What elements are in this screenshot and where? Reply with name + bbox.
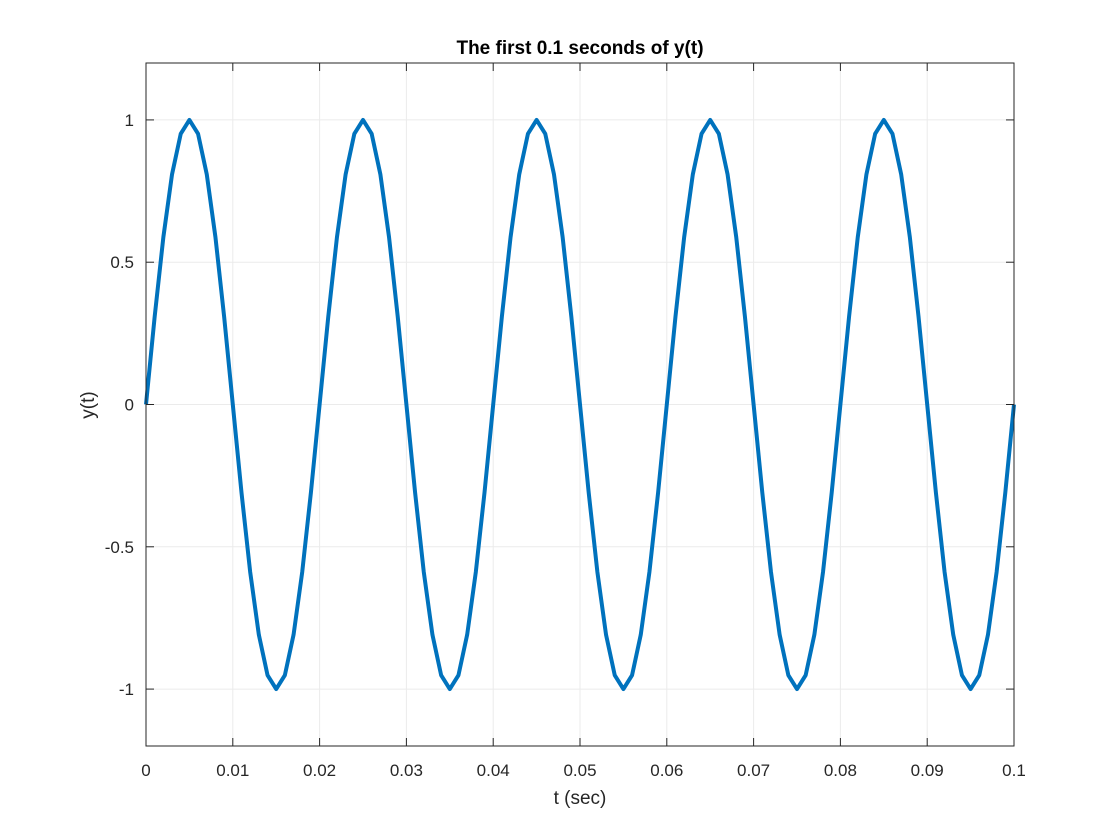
y-tick-label: 0.5 (110, 253, 134, 272)
x-tick-label: 0.1 (1002, 761, 1026, 780)
chart-title: The first 0.1 seconds of y(t) (456, 38, 703, 59)
series-line (144, 117, 1016, 692)
x-tick-label: 0 (141, 761, 150, 780)
x-tick-label: 0.08 (824, 761, 857, 780)
x-tick-label: 0.06 (650, 761, 683, 780)
y-tick-label: -0.5 (105, 538, 134, 557)
x-tick-label: 0.04 (477, 761, 510, 780)
series-layer (144, 117, 1016, 692)
x-tick-label: 0.09 (911, 761, 944, 780)
x-tick-label: 0.07 (737, 761, 770, 780)
ticks (145, 63, 1015, 746)
y-tick-label: 0 (125, 396, 134, 415)
y-tick-label: -1 (119, 680, 134, 699)
y-axis-label: y(t) (78, 391, 99, 418)
x-tick-label: 0.01 (216, 761, 249, 780)
x-tick-label: 0.02 (303, 761, 336, 780)
x-tick-label: 0.05 (563, 761, 596, 780)
y-tick-label: 1 (125, 111, 134, 130)
x-axis-label: t (sec) (554, 788, 607, 809)
x-tick-label: 0.03 (390, 761, 423, 780)
tick-labels: 0 0.01 0.02 0.03 0.04 0.05 0.06 0.07 0.08 0.09 0.1… (105, 111, 1026, 780)
